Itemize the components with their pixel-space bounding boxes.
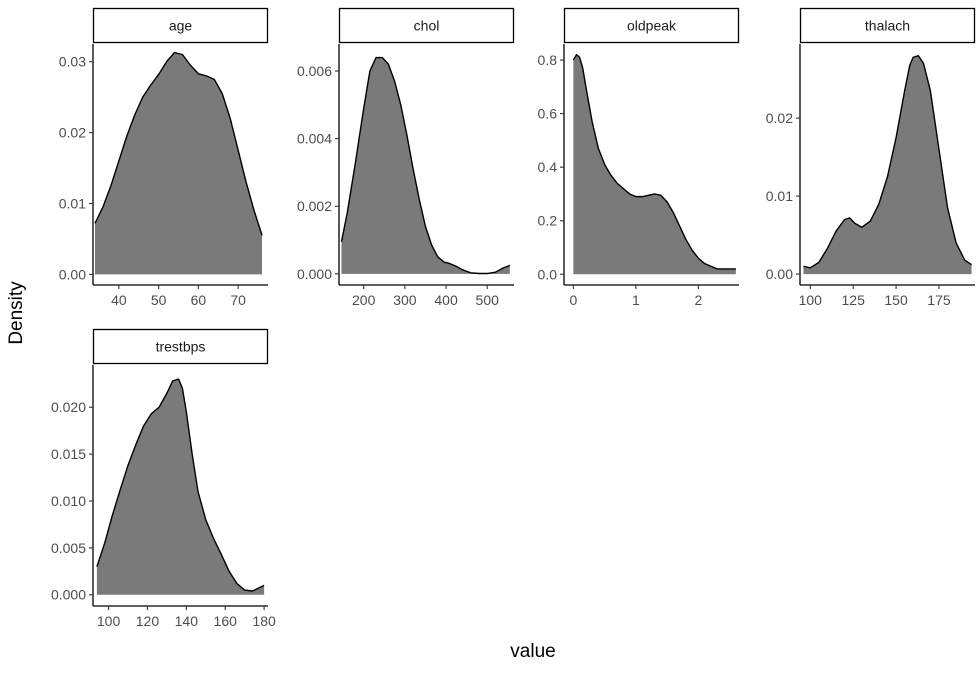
x-tick-label: 400: [434, 292, 458, 308]
x-tick-label: 1: [632, 292, 640, 308]
y-tick-label: 0.015: [51, 446, 86, 462]
strip-label: chol: [414, 18, 440, 34]
y-tick-label: 0.020: [51, 399, 86, 415]
y-tick-label: 0.01: [766, 188, 793, 204]
y-tick-label: 0.010: [51, 493, 86, 509]
x-tick-label: 140: [175, 613, 199, 629]
panel-thalach: thalach 0.00 0.01 0.02 100 125 150 175: [766, 7, 976, 308]
x-tick-label: 175: [927, 292, 951, 308]
density-line: [803, 55, 972, 269]
strip-box: [563, 7, 740, 44]
y-tick-label: 0.000: [51, 587, 86, 603]
density-area: [803, 55, 972, 275]
x-tick-label: 150: [884, 292, 908, 308]
x-tick-label: 200: [352, 292, 376, 308]
x-tick-label: 160: [214, 613, 238, 629]
panel-chol: chol 0.000 0.002 0.004 0.006 200 300 400 500: [297, 7, 515, 308]
density-area: [94, 52, 263, 275]
x-tick-label: 70: [230, 292, 246, 308]
y-tick-label: 0.4: [538, 159, 558, 175]
x-tick-label: 300: [393, 292, 417, 308]
density-line: [340, 56, 511, 275]
strip-label: age: [169, 18, 193, 34]
density-line: [94, 51, 263, 236]
x-tick-label: 125: [842, 292, 866, 308]
y-tick-label: 0.02: [766, 110, 793, 126]
strip-box: [92, 328, 269, 365]
panel-trestbps: trestbps 0.000 0.005 0.010 0.015 0.020 100 120 1…: [51, 328, 276, 629]
density-area: [341, 57, 510, 274]
density-line: [96, 378, 265, 592]
x-axis-title: value: [510, 641, 555, 662]
density-line: [572, 54, 736, 270]
y-tick-label: 0.8: [538, 52, 558, 68]
y-tick-label: 0.03: [59, 54, 86, 70]
x-tick-label: 50: [151, 292, 167, 308]
y-tick-label: 0.002: [297, 198, 332, 214]
y-tick-label: 0.6: [538, 106, 558, 122]
x-tick-label: 120: [136, 613, 160, 629]
x-tick-label: 100: [97, 613, 121, 629]
x-tick-label: 100: [799, 292, 823, 308]
x-tick-label: 60: [191, 292, 207, 308]
x-tick-label: 2: [694, 292, 702, 308]
density-area: [573, 54, 736, 275]
strip-box: [799, 7, 976, 44]
strip-label: oldpeak: [627, 18, 677, 34]
y-tick-label: 0.000: [297, 266, 332, 282]
y-tick-label: 0.02: [59, 125, 86, 141]
panel-age: age 0.00 0.01 0.02 0.03 40 50 60 70: [59, 7, 269, 308]
y-tick-label: 0.00: [59, 266, 86, 282]
y-tick-label: 0.2: [538, 213, 558, 229]
strip-label: thalach: [865, 18, 910, 34]
panel-oldpeak: oldpeak 0.0 0.2 0.4 0.6 0.8 0 1 2: [538, 7, 740, 308]
density-area: [96, 379, 265, 595]
y-tick-label: 0.00: [766, 266, 793, 282]
y-tick-label: 0.004: [297, 131, 332, 147]
strip-box: [338, 7, 515, 44]
strip-box: [92, 7, 269, 44]
x-tick-label: 500: [476, 292, 500, 308]
x-tick-label: 180: [252, 613, 276, 629]
y-axis-title: Density: [6, 281, 27, 345]
x-tick-label: 0: [569, 292, 577, 308]
y-tick-label: 0.0: [538, 266, 558, 282]
y-tick-label: 0.01: [59, 195, 86, 211]
x-tick-label: 40: [111, 292, 127, 308]
y-tick-label: 0.006: [297, 63, 332, 79]
strip-label: trestbps: [156, 339, 206, 355]
y-tick-label: 0.005: [51, 540, 86, 556]
